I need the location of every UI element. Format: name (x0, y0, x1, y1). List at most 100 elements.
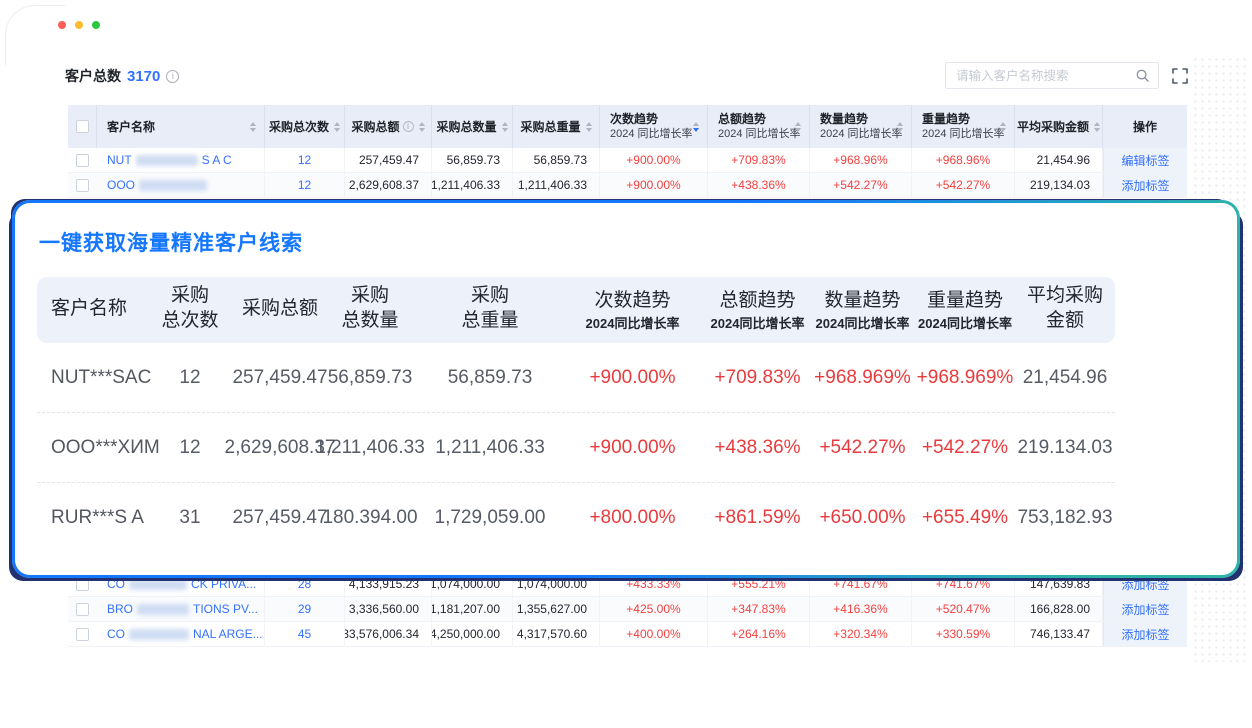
minimize-window-icon[interactable] (75, 21, 83, 29)
info-icon (402, 121, 414, 132)
col-purchase-qty[interactable]: 采购总数量 (432, 105, 513, 148)
customer-search-box[interactable] (945, 62, 1159, 89)
average-amount: 147,639.83 (1015, 572, 1103, 596)
purchase-weight: 1,211,406.33 (435, 436, 545, 458)
header-checkbox-cell (68, 105, 97, 148)
sort-icon[interactable] (250, 121, 256, 132)
overlay-col-qty-trend: 数量趋势 2024同比增长率 (815, 289, 910, 331)
row-checkbox[interactable] (76, 602, 89, 616)
overlay-table-row: OOO***ХИМ 12 2,629,608.37 1,211,406.33 1… (37, 413, 1115, 483)
purchase-weight: 1,729,059.00 (434, 507, 546, 528)
add-tag-button[interactable]: 添加标签 (1103, 173, 1187, 197)
purchase-qty: 56,859.73 (327, 366, 413, 388)
weight-trend: +655.49% (921, 507, 1009, 528)
select-all-checkbox[interactable] (75, 120, 89, 133)
customer-name-link[interactable]: CO NAL ARGE... (97, 622, 265, 646)
purchase-qty: 4,250,000.00 (432, 622, 513, 646)
add-tag-button[interactable]: 添加标签 (1103, 572, 1187, 596)
search-icon[interactable] (1135, 68, 1150, 83)
qty-trend: +542.27% (810, 173, 912, 197)
row-checkbox[interactable] (76, 577, 89, 591)
row-checkbox[interactable] (76, 627, 89, 641)
overlay-col-purchase-weight: 采购 总重量 (461, 285, 519, 331)
customer-name-link[interactable]: CO CK PRIVA... (97, 572, 265, 596)
purchase-weight: 1,211,406.33 (513, 173, 600, 197)
blurred-name (139, 179, 208, 191)
add-tag-button[interactable]: 添加标签 (1103, 597, 1187, 621)
sort-icon[interactable] (1094, 121, 1100, 132)
overlay-table-header: 客户名称 采购 总次数 采购总额 采购 总数量 采购 总重量 次数趋势 2024同比增长… (37, 277, 1115, 343)
col-customer-name[interactable]: 客户名称 (97, 105, 265, 148)
amount-trend: +264.16% (708, 622, 810, 646)
purchase-amount: 257,459.47 (232, 366, 328, 388)
customer-name-link[interactable]: NUT S A C (97, 148, 265, 172)
purchase-count: 29 (265, 597, 345, 621)
average-amount: 746,133.47 (1015, 622, 1103, 646)
maximize-window-icon[interactable] (92, 21, 100, 29)
purchase-amount: 257,459.47 (232, 507, 328, 528)
overlay-col-average-amount: 平均采购 金额 (1026, 285, 1103, 331)
sort-icon[interactable] (418, 121, 425, 132)
purchase-qty: 1,211,406.33 (432, 173, 513, 197)
sort-icon[interactable] (1000, 121, 1006, 132)
weight-trend: +520.47% (912, 597, 1015, 621)
col-purchase-amount[interactable]: 采购总额 (345, 105, 432, 148)
purchase-count: 12 (265, 148, 345, 172)
qty-trend: +968.969% (814, 366, 911, 388)
customer-name-link[interactable]: BRO TIONS PV... (97, 597, 265, 621)
sort-icon[interactable] (334, 121, 340, 132)
purchase-weight: 1,074,000.00 (513, 572, 600, 596)
sort-icon[interactable] (795, 121, 801, 132)
customer-name-link[interactable]: OOO (97, 173, 265, 197)
fullscreen-expand-icon[interactable] (1172, 67, 1188, 84)
col-purchase-count[interactable]: 采购总次数 (265, 105, 345, 148)
qty-trend: +741.67% (810, 572, 912, 596)
blurred-name (129, 628, 189, 640)
sort-icon[interactable] (501, 121, 508, 132)
overlay-col-purchase-qty: 采购 总数量 (341, 285, 399, 331)
sort-icon[interactable] (585, 121, 592, 132)
overlay-table-row: NUT***SAC 12 257,459.47 56,859.73 56,859… (37, 343, 1115, 413)
row-checkbox[interactable] (76, 153, 89, 167)
purchase-qty: 1,211,406.33 (315, 436, 425, 458)
close-window-icon[interactable] (58, 21, 66, 29)
window-corner (5, 5, 65, 65)
row-checkbox[interactable] (76, 178, 89, 192)
edit-tag-button[interactable]: 编辑标签 (1103, 148, 1187, 172)
weight-trend: +542.27% (921, 436, 1009, 458)
amount-trend: +861.59% (714, 507, 801, 528)
col-weight-trend[interactable]: 重量趋势 2024 同比增长率 (912, 105, 1015, 148)
col-average-amount[interactable]: 平均采购金额 (1015, 105, 1103, 148)
customer-table-bottom: CO CK PRIVA... 28 4,133,915.23 1,074,000.… (68, 572, 1187, 647)
overlay-col-count-trend: 次数趋势 2024同比增长率 (585, 289, 680, 331)
amount-trend: +438.36% (708, 173, 810, 197)
col-purchase-weight[interactable]: 采购总重量 (513, 105, 600, 148)
col-qty-trend[interactable]: 数量趋势 2024 同比增长率 (810, 105, 912, 148)
sort-icon[interactable] (897, 121, 903, 132)
purchase-weight: 56,859.73 (447, 366, 533, 388)
amount-trend: +438.36% (714, 436, 801, 458)
count-trend: +433.33% (600, 572, 708, 596)
overlay-col-customer-name: 客户名称 (51, 297, 128, 319)
amount-trend: +347.83% (708, 597, 810, 621)
purchase-weight: 1,355,627.00 (513, 597, 600, 621)
add-tag-button[interactable]: 添加标签 (1103, 622, 1187, 646)
qty-trend: +650.00% (819, 507, 906, 528)
sort-icon-active[interactable] (693, 121, 699, 132)
page-title: 客户总数 (65, 68, 121, 84)
overlay-col-weight-trend: 重量趋势 2024同比增长率 (918, 289, 1012, 331)
qty-trend: +542.27% (819, 436, 906, 458)
weight-trend: +968.969% (916, 366, 1014, 388)
purchase-count: 45 (265, 622, 345, 646)
purchase-qty: 1,181,207.00 (432, 597, 513, 621)
table-row: BRO TIONS PV... 29 3,336,560.00 1,181,207… (68, 597, 1187, 622)
customer-name: NUT***SAC (51, 366, 152, 388)
search-input[interactable] (956, 68, 1135, 83)
purchase-qty: 180.394.00 (322, 507, 418, 528)
weight-trend: +330.59% (912, 622, 1015, 646)
col-amount-trend[interactable]: 总额趋势 2024 同比增长率 (708, 105, 810, 148)
purchase-amount: 4,133,915.23 (345, 572, 432, 596)
col-count-trend[interactable]: 次数趋势 2024 同比增长率 (600, 105, 708, 148)
